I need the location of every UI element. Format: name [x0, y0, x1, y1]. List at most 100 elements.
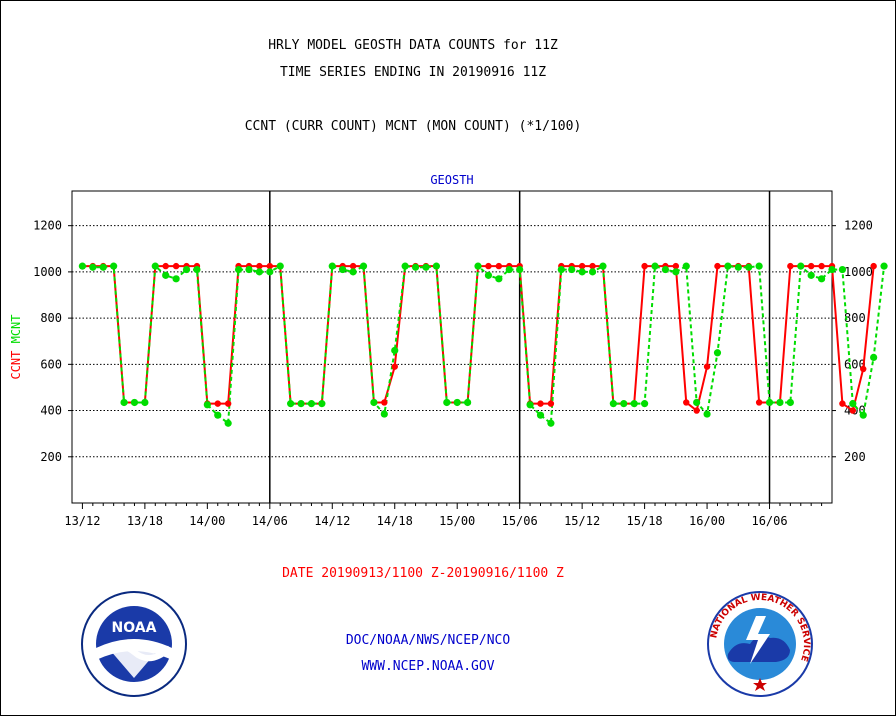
data-point-mcnt: [828, 265, 836, 274]
data-point-mcnt: [505, 265, 513, 274]
x-tick-label: 15/12: [564, 514, 600, 528]
data-point-mcnt: [432, 262, 440, 270]
data-point-mcnt: [318, 400, 326, 408]
data-point-mcnt: [370, 398, 378, 407]
data-point-mcnt: [724, 262, 732, 270]
x-tick-label: 14/00: [189, 514, 225, 528]
panel-title: GEOSTH: [430, 173, 473, 187]
y-axis-label: CCNT MCNT: [9, 314, 23, 379]
data-point-mcnt: [672, 268, 680, 276]
x-tick-label: 16/06: [751, 514, 787, 528]
data-point-mcnt: [172, 275, 180, 283]
noaa-logo: NOAA: [81, 591, 187, 697]
y-tick-label-left: 800: [40, 311, 62, 325]
data-point-mcnt: [651, 262, 659, 270]
x-tick-label: 14/12: [314, 514, 350, 528]
data-point-mcnt: [214, 411, 222, 419]
data-point-ccnt: [641, 262, 648, 270]
data-point-ccnt: [849, 407, 857, 414]
data-point-mcnt: [193, 265, 201, 274]
x-tick-label: 15/00: [439, 514, 475, 528]
data-point-mcnt: [776, 398, 784, 407]
plot-frame: [71, 190, 833, 504]
data-point-mcnt: [474, 262, 482, 270]
data-point-ccnt: [578, 262, 586, 270]
data-point-ccnt: [266, 262, 274, 270]
data-point-mcnt: [287, 400, 295, 408]
x-tick-label: 15/06: [502, 514, 538, 528]
chart-title-line2: TIME SERIES ENDING IN 20190916 11Z: [279, 65, 547, 80]
org-label: DOC/NOAA/NWS/NCEP/NCO: [345, 633, 511, 648]
data-point-mcnt: [349, 268, 357, 276]
data-point-mcnt: [588, 268, 597, 276]
y-tick-label-left: 400: [40, 404, 62, 418]
data-point-mcnt: [255, 268, 263, 276]
data-point-mcnt: [234, 265, 243, 274]
y-tick-label-right: 800: [844, 311, 866, 325]
nws-logo: NATIONAL WEATHER SERVICE: [707, 591, 813, 697]
data-point-mcnt: [526, 401, 534, 409]
series-line-mcnt: [82, 264, 886, 426]
website-link[interactable]: WWW.NCEP.NOAA.GOV: [361, 659, 495, 674]
data-point-mcnt: [339, 265, 347, 274]
data-point-ccnt: [537, 400, 544, 407]
noaa-logo-text: NOAA: [112, 620, 157, 636]
data-point-mcnt: [141, 398, 149, 407]
y-tick-label-left: 1200: [33, 219, 62, 233]
data-point-mcnt: [682, 262, 690, 270]
data-point-mcnt: [120, 398, 128, 407]
x-tick-label: 15/18: [627, 514, 663, 528]
data-point-ccnt: [860, 365, 867, 373]
data-point-mcnt: [713, 349, 722, 357]
data-point-mcnt: [380, 410, 388, 418]
data-point-ccnt: [485, 262, 492, 270]
data-point-mcnt: [297, 400, 305, 408]
data-point-ccnt: [839, 400, 846, 407]
data-point-mcnt: [266, 268, 274, 276]
data-point-mcnt: [745, 263, 753, 271]
data-point-mcnt: [401, 262, 409, 270]
data-point-ccnt: [693, 407, 700, 414]
y-tick-label-right: 1200: [844, 219, 873, 233]
data-point-mcnt: [245, 265, 253, 274]
data-point-ccnt: [349, 262, 357, 270]
data-point-ccnt: [256, 262, 263, 270]
data-point-mcnt: [182, 265, 191, 274]
data-point-mcnt: [276, 262, 284, 270]
y-axis-label-ccnt: CCNT: [9, 343, 23, 379]
data-point-mcnt: [359, 262, 368, 270]
data-point-mcnt: [641, 400, 649, 408]
data-point-mcnt: [453, 398, 461, 407]
chart-title-line1: HRLY MODEL GEOSTH DATA COUNTS for 11Z: [268, 38, 558, 53]
data-point-ccnt: [391, 363, 398, 370]
y-tick-label-right: 200: [844, 450, 866, 464]
data-point-mcnt: [411, 263, 420, 271]
data-point-mcnt: [130, 398, 139, 407]
data-point-mcnt: [328, 262, 336, 270]
y-tick-label-left: 1000: [33, 265, 62, 279]
y-tick-label-right: 1000: [844, 265, 873, 279]
data-point-ccnt: [172, 262, 180, 270]
data-point-ccnt: [714, 262, 721, 270]
data-point-mcnt: [422, 263, 430, 271]
data-point-mcnt: [443, 398, 451, 407]
data-point-ccnt: [381, 399, 388, 406]
data-point-mcnt: [786, 398, 794, 407]
data-point-ccnt: [818, 262, 825, 270]
data-point-mcnt: [484, 271, 493, 279]
data-point-mcnt: [391, 346, 399, 355]
data-point-ccnt: [683, 399, 690, 406]
data-point-mcnt: [162, 271, 170, 279]
data-point-mcnt: [609, 400, 617, 408]
data-point-mcnt: [99, 263, 107, 271]
data-point-mcnt: [859, 411, 867, 419]
data-point-mcnt: [807, 271, 815, 279]
data-point-mcnt: [734, 263, 742, 271]
x-tick-label: 16/00: [689, 514, 725, 528]
data-point-ccnt: [495, 262, 503, 270]
data-point-mcnt: [89, 263, 97, 271]
data-point-ccnt: [162, 262, 169, 270]
data-point-ccnt: [672, 262, 680, 270]
data-point-mcnt: [568, 265, 576, 274]
